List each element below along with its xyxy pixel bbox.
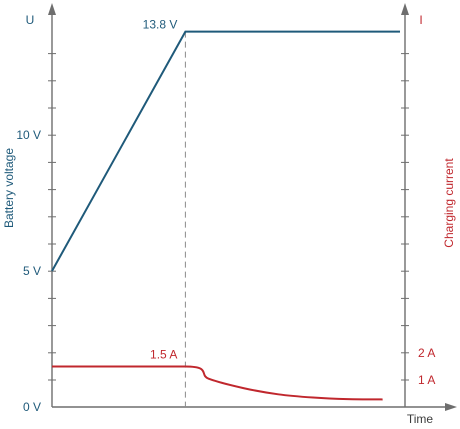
right-axis-symbol: I (419, 13, 422, 27)
left-axis-symbol: U (26, 13, 35, 27)
current-series-line (52, 365, 383, 401)
left-axis-tick-labels: 0 V 5 V 10 V (16, 128, 41, 414)
left-axis-tick-label: 10 V (16, 128, 41, 142)
time-axis-arrow (445, 403, 457, 411)
right-axis-tick-labels: 1 A 2 A (418, 346, 435, 387)
peak-voltage-label: 13.8 V (143, 18, 178, 32)
right-axis-tick-label: 1 A (418, 373, 435, 387)
left-axis-arrow (48, 3, 56, 15)
left-axis-title: Battery voltage (2, 148, 16, 228)
left-axis-tick-label: 0 V (23, 400, 41, 414)
right-axis-title: Charging current (442, 158, 456, 248)
left-axis-tick-label: 5 V (23, 264, 41, 278)
time-axis-title: Time (407, 412, 434, 426)
right-axis-tick-label: 2 A (418, 346, 435, 360)
right-axis-arrow (401, 3, 409, 15)
voltage-series-line (51, 30, 400, 272)
initial-current-label: 1.5 A (150, 348, 177, 362)
